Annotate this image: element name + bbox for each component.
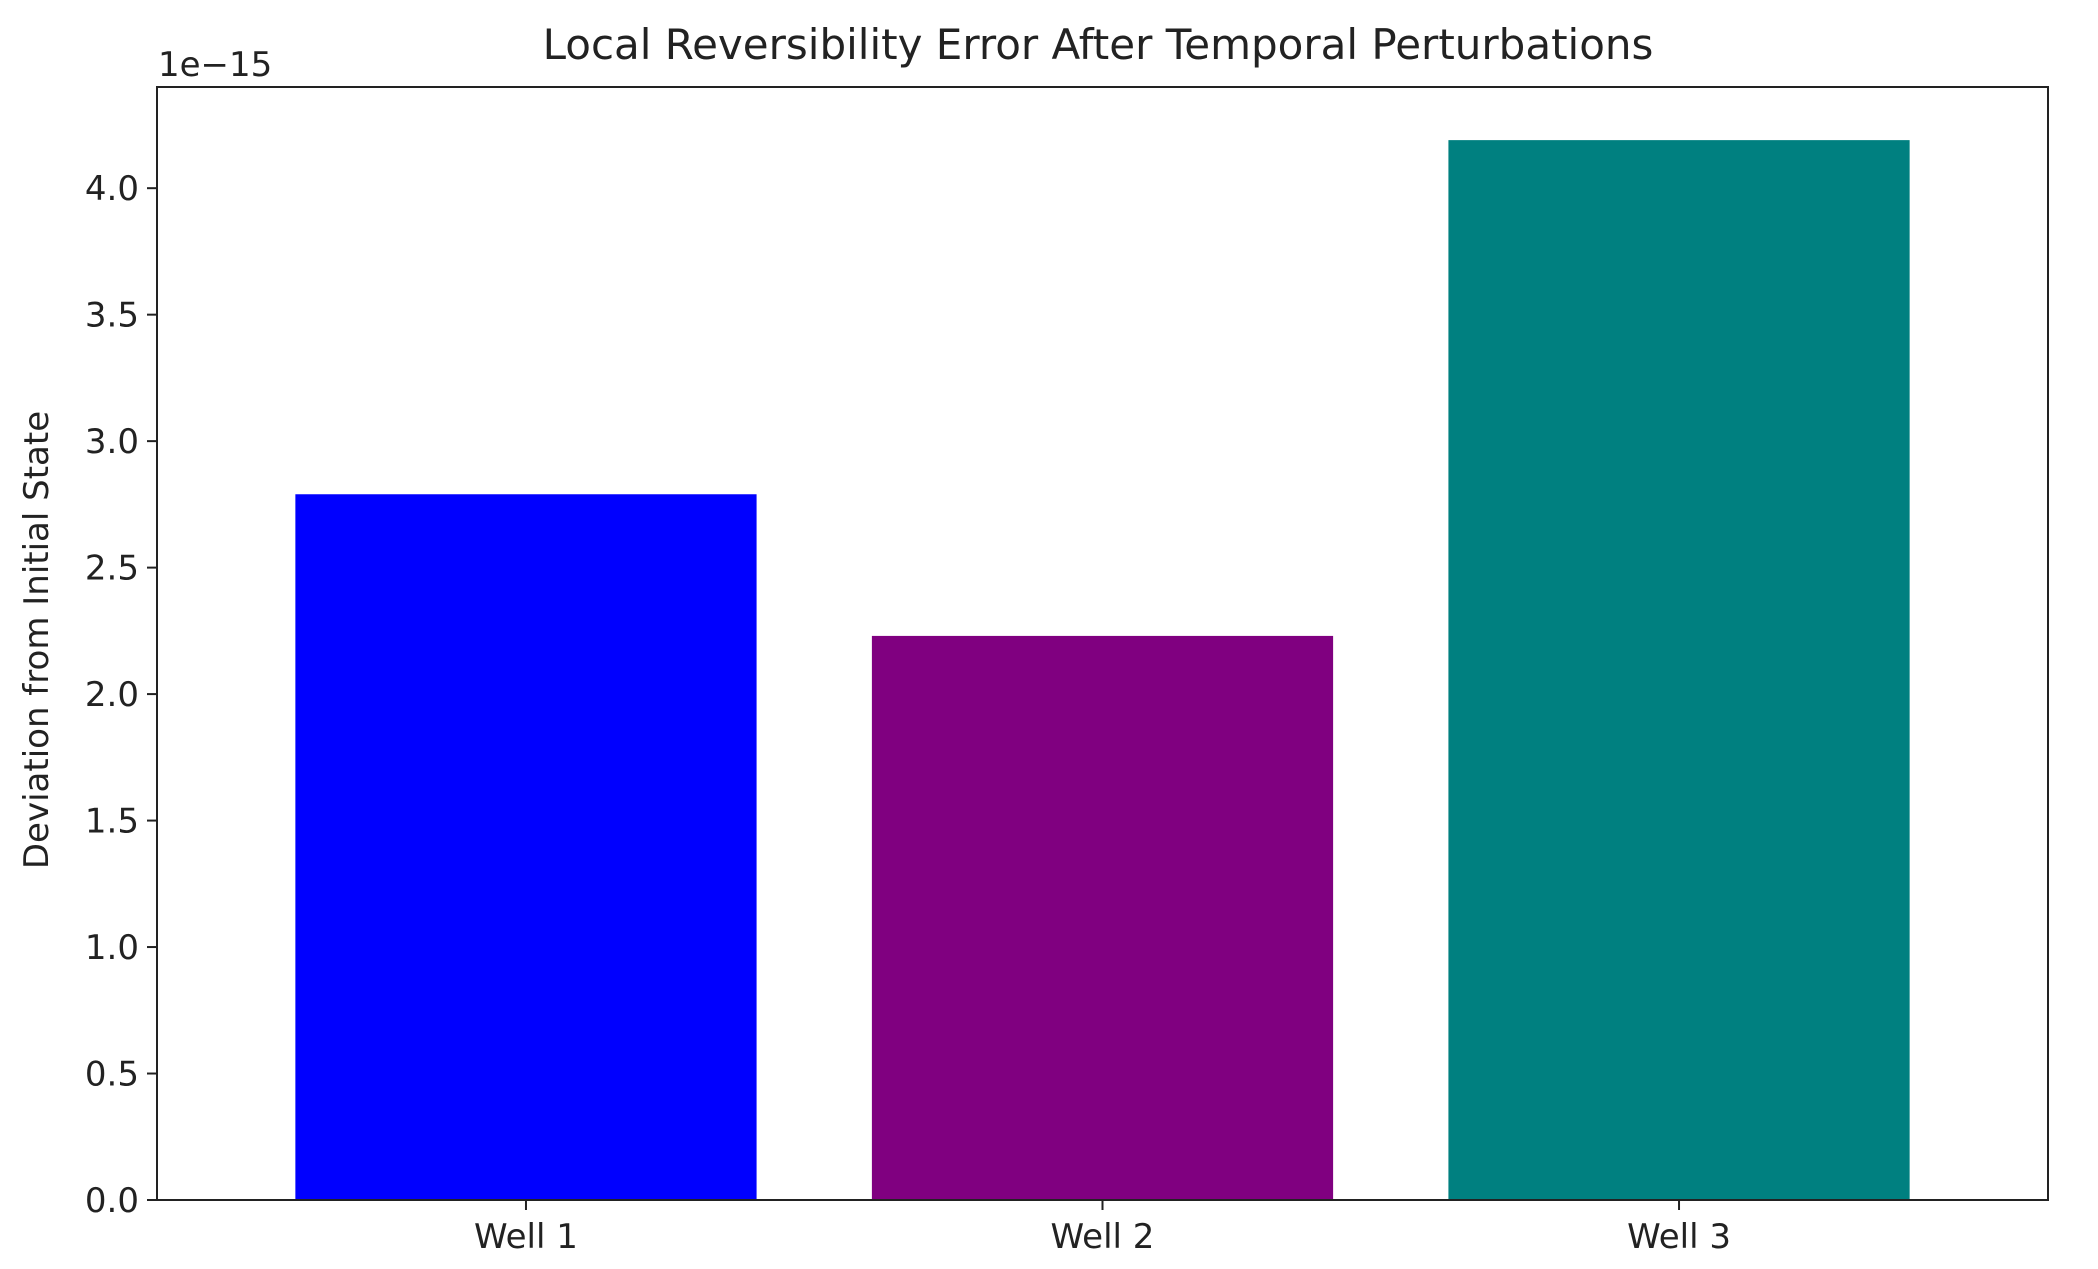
y-axis-ticks: 0.0 0.5 1.0 1.5 2.0 2.5 3.0 3.5 4.0 — [85, 169, 157, 1221]
y-tick-label: 0.5 — [85, 1055, 139, 1095]
plot-frame — [156, 86, 2049, 1201]
y-tick-label: 0.0 — [85, 1181, 139, 1221]
chart-title: Local Reversibility Error After Temporal… — [543, 20, 1654, 69]
y-tick-label: 2.5 — [85, 549, 139, 589]
y-tick-label: 1.0 — [85, 928, 139, 968]
y-tick-label: 1.5 — [85, 802, 139, 842]
bar-well-1 — [295, 494, 757, 1200]
y-axis-label: Deviation from Initial State — [17, 411, 57, 869]
y-tick-label: 2.0 — [85, 675, 139, 715]
y-tick-label: 4.0 — [85, 169, 139, 209]
bar-well-2 — [871, 635, 1334, 1200]
x-axis-ticks: Well 1 Well 2 Well 3 — [474, 1200, 1731, 1257]
bar-well-3 — [1448, 140, 1910, 1200]
bars-layer — [295, 140, 1910, 1200]
x-tick-label: Well 1 — [474, 1217, 578, 1257]
x-tick-label: Well 2 — [1051, 1217, 1155, 1257]
x-tick-label: Well 3 — [1627, 1217, 1731, 1257]
y-axis-offset-label: 1e−15 — [158, 45, 272, 85]
y-tick-label: 3.0 — [85, 422, 139, 462]
y-tick-label: 3.5 — [85, 296, 139, 336]
